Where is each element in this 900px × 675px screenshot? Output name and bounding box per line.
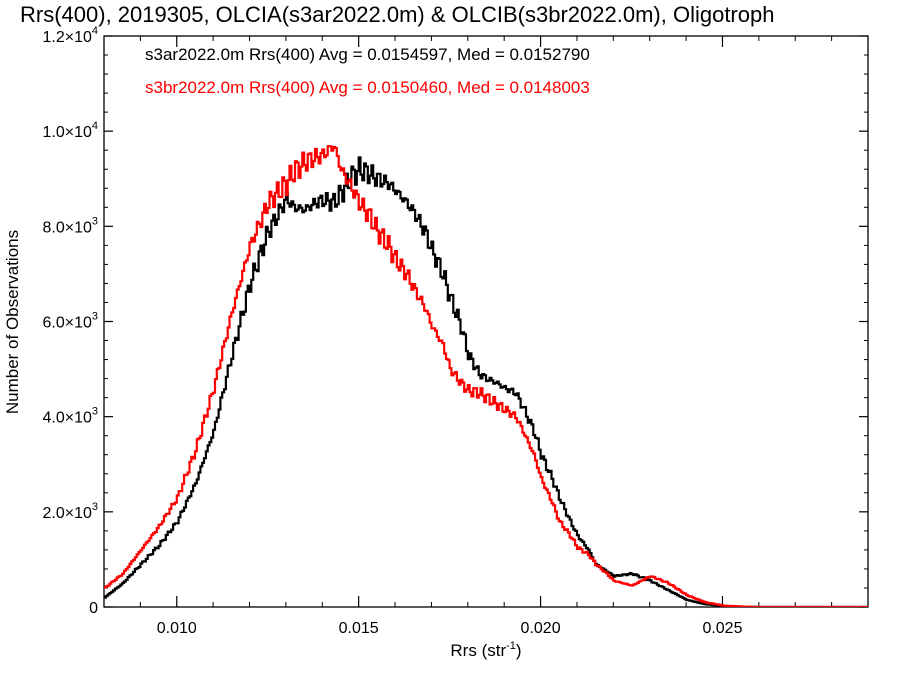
- y-tick-label: 2.0×103: [42, 501, 98, 522]
- y-tick-label: 1.2×104: [42, 25, 98, 46]
- chart-title: Rrs(400), 2019305, OLCIA(s3ar2022.0m) & …: [20, 2, 774, 27]
- y-tick-label: 8.0×103: [42, 215, 98, 236]
- y-tick-label: 1.0×104: [42, 120, 98, 141]
- x-tick-label: 0.015: [339, 620, 379, 637]
- y-axis-ticks: 0 2.0×103 4.0×103 6.0×103 8.0×103 1.0×104 1.2×…: [42, 25, 868, 617]
- x-axis-label: Rrs (str-1): [450, 640, 521, 660]
- y-axis-label: Number of Observations: [3, 230, 22, 414]
- y-tick-label: 6.0×103: [42, 311, 98, 332]
- x-axis-ticks: 0.010 0.015 0.020 0.025: [103, 36, 869, 637]
- legend-entry-olcib: s3br2022.0m Rrs(400) Avg = 0.0150460, Me…: [145, 78, 590, 97]
- legend-entry-olcia: s3ar2022.0m Rrs(400) Avg = 0.0154597, Me…: [145, 45, 590, 64]
- x-tick-label: 0.010: [157, 620, 197, 637]
- series-olcia-line: [104, 156, 868, 607]
- plot-frame: [103, 35, 869, 608]
- y-tick-label: 4.0×103: [42, 406, 98, 427]
- series-layer: [104, 145, 868, 607]
- y-tick-label: 0: [89, 600, 98, 617]
- x-tick-label: 0.025: [702, 620, 742, 637]
- x-tick-label: 0.020: [521, 620, 561, 637]
- series-olcib-line: [104, 145, 868, 607]
